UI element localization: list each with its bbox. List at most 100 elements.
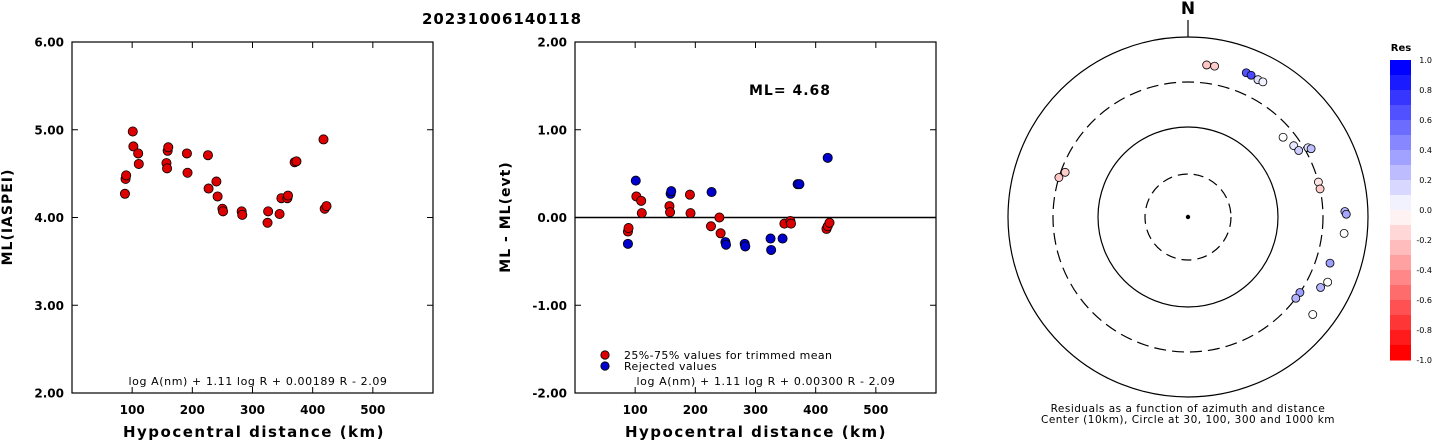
data-point-red (202, 150, 213, 161)
x-axis-label: Hypocentral distance (km) (123, 423, 385, 441)
x-tick-label: 500 (863, 403, 888, 417)
axis-ticks: 100 200 300 400 500 -2.00 -1.00 0.00 1.00 2.00 (532, 36, 936, 417)
station-residual-point (1291, 293, 1301, 303)
station-residual-point (1202, 60, 1212, 70)
x-tick-label: 200 (180, 403, 205, 417)
legend-marker-blue (600, 361, 610, 371)
station-residual-point (1246, 70, 1256, 80)
station-residual-point (1294, 146, 1304, 155)
ring-100km (1097, 126, 1279, 308)
colorbar-tick-label: 0.0 (1419, 206, 1432, 215)
data-point-red (715, 228, 726, 239)
data-point-red (714, 212, 725, 223)
station-residual-point (1308, 310, 1318, 319)
y-tick-label: 3.00 (34, 299, 64, 313)
x-tick-label: 300 (240, 403, 265, 417)
data-point-red (665, 207, 676, 218)
data-point-red (705, 221, 716, 232)
data-point-red (636, 195, 647, 206)
station-residual-point (1306, 144, 1316, 154)
colorbar-cell (1390, 180, 1411, 196)
station-residuals (1054, 60, 1351, 319)
colorbar-cell (1390, 120, 1411, 136)
polar-panel: N Residuals as a function of azimuth and… (1007, 0, 1369, 426)
colorbar-cell (1390, 195, 1411, 211)
data-point-red (133, 158, 144, 169)
data-point-blue (740, 241, 751, 252)
station-residual-point (1060, 167, 1070, 177)
colorbar-cell (1390, 210, 1411, 226)
colorbar-tick-label: 0.8 (1419, 86, 1432, 95)
data-point-blue (777, 233, 788, 244)
data-point-red (282, 190, 293, 201)
data-point-red (133, 148, 144, 159)
colorbar-cell (1390, 225, 1411, 241)
data-point-blue (706, 187, 717, 198)
colorbar-tick-label: -1.0 (1416, 356, 1432, 365)
colorbar-cell (1390, 150, 1411, 166)
data-points (622, 152, 835, 255)
data-point-blue (622, 238, 633, 249)
north-label: N (1181, 0, 1195, 19)
y-tick-label: 6.00 (34, 36, 64, 50)
colorbar-cell (1390, 300, 1411, 316)
y-tick-label: 1.00 (537, 123, 567, 137)
ml-annotation: ML= 4.68 (749, 83, 831, 99)
y-tick-label: 0.00 (537, 211, 567, 225)
station-residual-point (1210, 61, 1220, 71)
axis-ticks: 100 200 300 400 500 2.00 3.00 4.00 5.00 6.00 (34, 36, 433, 417)
colorbar-title: Res (1391, 43, 1411, 54)
station-residual-point (1315, 184, 1325, 194)
station-residual-point (1339, 229, 1349, 238)
data-point-blue (765, 233, 776, 244)
y-axis-label: ML - ML(evt) (498, 161, 514, 272)
ring-30km (1144, 173, 1232, 261)
plot-frame (71, 41, 434, 394)
data-point-red (684, 189, 695, 200)
x-tick-label: 100 (120, 403, 145, 417)
data-point-blue (721, 239, 732, 250)
y-tick-label: -1.00 (532, 299, 567, 313)
data-point-blue (666, 186, 677, 197)
data-point-red (636, 208, 647, 219)
formula-text: log A(nm) + 1.11 log R + 0.00300 R - 2.0… (636, 375, 895, 388)
x-tick-label: 400 (300, 403, 325, 417)
colorbar-cell (1390, 285, 1411, 301)
data-point-red (162, 163, 173, 174)
colorbar-cell (1390, 255, 1411, 271)
x-tick-label: 100 (623, 403, 648, 417)
station-residual-point (1325, 258, 1335, 268)
data-point-red (121, 170, 132, 181)
data-point-red (181, 148, 192, 159)
data-point-red (321, 201, 332, 212)
y-tick-label: 5.00 (34, 123, 64, 137)
station-residual-point (1258, 77, 1268, 87)
caption-line-2: Center (10km), Circle at 30, 100, 300 an… (1041, 414, 1335, 426)
y-axis-label: ML(IASPEI) (0, 169, 16, 266)
colorbar-tick-label: -0.2 (1416, 236, 1432, 245)
colorbar-cell (1390, 330, 1411, 346)
caption-line-1: Residuals as a function of azimuth and d… (1051, 403, 1326, 415)
colorbar-cell (1390, 345, 1411, 361)
colorbar-tick-label: -0.6 (1416, 296, 1432, 305)
data-point-red (291, 156, 302, 167)
legend-marker-red (600, 350, 610, 360)
colorbar-tick-label: 1.0 (1419, 56, 1432, 65)
data-point-red (263, 206, 274, 217)
data-point-red (318, 134, 329, 145)
data-point-red (623, 223, 634, 234)
colorbar-cell (1390, 315, 1411, 331)
x-tick-label: 400 (803, 403, 828, 417)
legend-label-trimmed: 25%-75% values for trimmed mean (624, 349, 832, 362)
data-point-red (262, 217, 273, 228)
colorbar-tick-label: -0.4 (1416, 266, 1432, 275)
colorbar: Res 1.0 0.8 0.6 0.4 0.2 0.0 -0.2 -0.4 -0.6 -0.8 -1… (1390, 43, 1432, 365)
formula-text: log A(nm) + 1.11 log R + 0.00189 R - 2.0… (128, 375, 387, 388)
left-panel: 100 200 300 400 500 2.00 3.00 4.00 5.00 6.00 ML(I… (0, 36, 434, 441)
y-tick-label: 2.00 (34, 387, 64, 401)
data-point-red (685, 208, 696, 219)
station-residual-point (1316, 283, 1325, 292)
data-point-red (119, 188, 130, 199)
data-point-red (127, 126, 138, 137)
